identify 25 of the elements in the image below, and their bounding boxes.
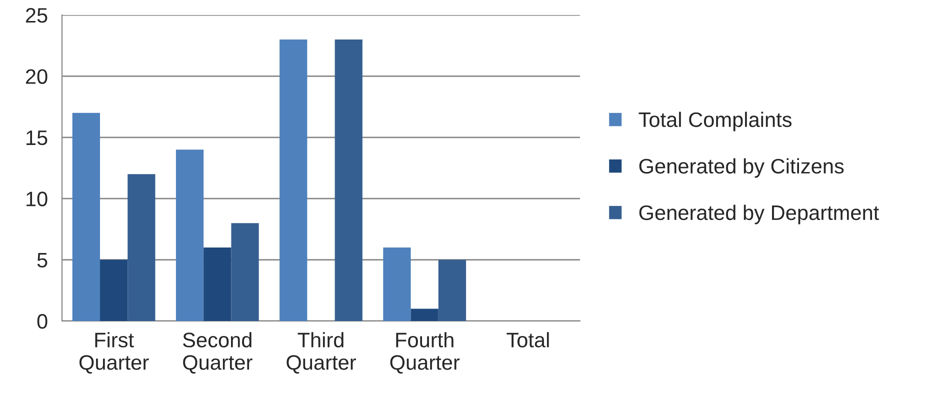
y-tick-label: 5 — [37, 253, 48, 268]
legend-label: Total Complaints — [638, 112, 792, 132]
bar — [410, 308, 438, 321]
y-tick-label: 15 — [26, 130, 48, 146]
x-tick-label: First Quarter — [79, 332, 149, 374]
bar — [280, 39, 308, 321]
y-tick-label: 10 — [26, 192, 48, 206]
bar — [128, 174, 156, 321]
x-tick-label: Third Quarter — [286, 332, 356, 374]
bar — [383, 248, 411, 321]
y-tick-label: 0 — [37, 314, 48, 329]
x-tick-label: Second Quarter — [183, 332, 252, 374]
x-tick-label: Fourth Quarter — [390, 332, 460, 374]
bar — [100, 260, 128, 321]
bar — [204, 248, 232, 321]
y-tick-label: 20 — [26, 69, 48, 84]
y-tick-label: 25 — [26, 8, 48, 23]
bar — [231, 223, 259, 321]
legend-label: Generated by Department — [639, 204, 879, 224]
x-tick-label: Total — [506, 332, 549, 348]
bar — [438, 260, 466, 321]
bar — [176, 150, 204, 321]
legend-label: Generated by Citizens — [639, 158, 844, 178]
bar — [72, 112, 100, 321]
bar — [334, 39, 362, 321]
